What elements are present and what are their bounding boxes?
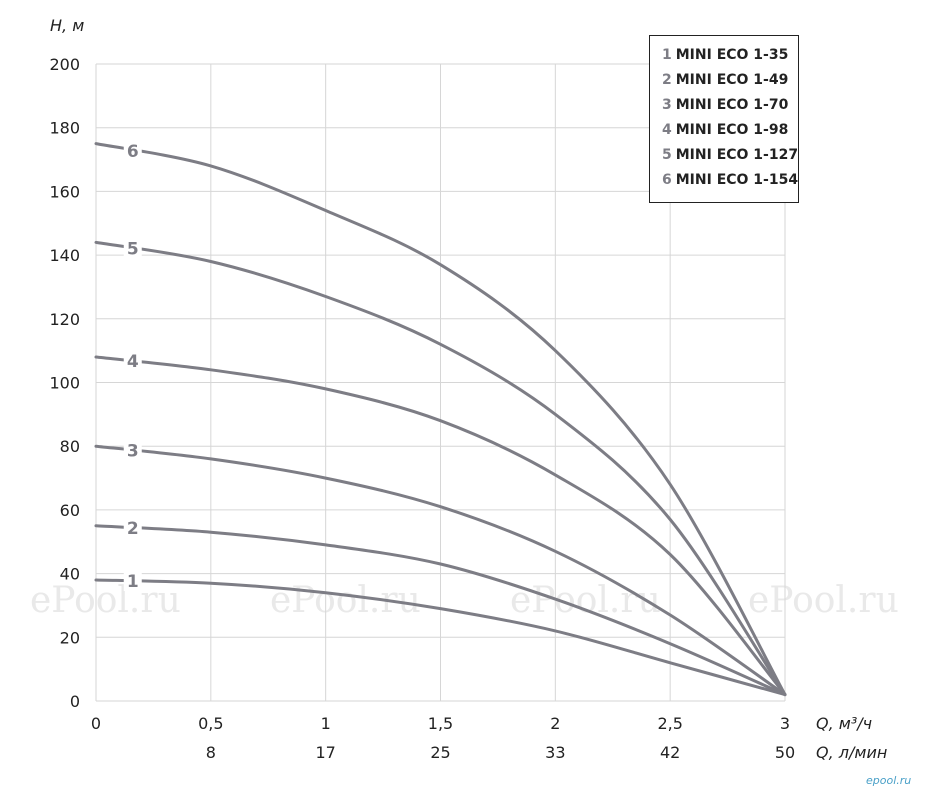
curve-number-label: 4 <box>127 352 139 372</box>
legend-item-number: 1 <box>662 47 672 63</box>
performance-curve-2 <box>94 524 787 697</box>
legend-item-number: 6 <box>662 172 672 188</box>
watermark-text: ePool.ru <box>748 580 899 621</box>
legend-item-name: MINI ECO 1-49 <box>675 72 789 88</box>
x-tick-label: 2,5 <box>657 714 682 733</box>
legend-item-number: 3 <box>662 97 672 113</box>
legend-item-number: 5 <box>662 147 672 163</box>
legend-item: 1 MINI ECO 1-35 <box>662 43 798 68</box>
watermark-text: ePool.ru <box>510 580 661 621</box>
y-tick-label: 180 <box>49 119 80 138</box>
y-tick-label: 80 <box>60 437 80 456</box>
legend-item: 6 MINI ECO 1-154 <box>662 168 798 193</box>
y-tick-label: 20 <box>60 628 80 647</box>
x2-tick-label: 8 <box>206 743 216 762</box>
y-tick-label: 0 <box>70 692 80 711</box>
watermark-layer: ePool.ru ePool.ru ePool.ru ePool.ru <box>30 580 899 621</box>
x2-tick-label: 33 <box>545 743 565 762</box>
legend-item: 2 MINI ECO 1-49 <box>662 68 798 93</box>
y-tick-label: 60 <box>60 501 80 520</box>
y-axis-title: H, м <box>50 16 84 35</box>
x-tick-label: 2 <box>550 714 560 733</box>
curve-label-bg <box>123 139 142 161</box>
legend-item-name: MINI ECO 1-154 <box>675 172 799 188</box>
x2-tick-label: 25 <box>430 743 450 762</box>
x-tick-label: 1,5 <box>428 714 453 733</box>
curve-label-bg <box>123 439 142 461</box>
x2-tick-label: 50 <box>775 743 795 762</box>
curve-label-bg <box>123 516 142 538</box>
y-tick-label: 140 <box>49 246 80 265</box>
legend-item-number: 2 <box>662 72 672 88</box>
legend-item: 5 MINI ECO 1-127 <box>662 143 798 168</box>
curve-number-label: 1 <box>127 572 139 592</box>
x-axis-title: Q, м³/ч <box>816 714 872 733</box>
legend-item: 4 MINI ECO 1-98 <box>662 118 798 143</box>
curve-label-bg <box>123 569 142 591</box>
corner-watermark: epool.ru <box>866 774 911 787</box>
curve-layer: 1 2 3 4 5 6 <box>94 139 787 697</box>
curve-number-label: 6 <box>127 142 139 162</box>
legend-item-name: MINI ECO 1-70 <box>675 97 789 113</box>
x-tick-label: 0 <box>91 714 101 733</box>
performance-curve-5 <box>94 240 787 697</box>
performance-curve-6 <box>94 142 787 697</box>
chart-legend: 1 MINI ECO 1-35 2 MINI ECO 1-49 3 MINI ECO 1-… <box>649 35 799 203</box>
curve-number-label: 5 <box>127 239 139 259</box>
legend-item: 3 MINI ECO 1-70 <box>662 93 798 118</box>
legend-item-number: 4 <box>662 122 672 138</box>
legend-item-name: MINI ECO 1-98 <box>675 122 789 138</box>
x2-tick-label: 42 <box>660 743 680 762</box>
watermark-text: ePool.ru <box>30 580 181 621</box>
curve-label-bg <box>123 237 142 259</box>
x2-axis-title: Q, л/мин <box>816 743 887 762</box>
x-tick-label: 0,5 <box>198 714 223 733</box>
y-tick-label: 160 <box>49 182 80 201</box>
x2-tick-label: 17 <box>315 743 335 762</box>
curve-number-label: 3 <box>127 441 139 461</box>
performance-curve-4 <box>94 355 787 697</box>
y-tick-label: 40 <box>60 565 80 584</box>
performance-curve-1 <box>94 578 787 697</box>
curve-number-label: 2 <box>127 519 139 539</box>
y-tick-label: 120 <box>49 310 80 329</box>
y-tick-label: 100 <box>49 374 80 393</box>
legend-item-name: MINI ECO 1-127 <box>675 147 799 163</box>
y-tick-label: 200 <box>49 55 80 74</box>
legend-item-name: MINI ECO 1-35 <box>675 47 789 63</box>
curve-label-bg <box>123 350 142 372</box>
performance-curve-3 <box>94 444 787 697</box>
x-tick-label: 1 <box>321 714 331 733</box>
watermark-text: ePool.ru <box>270 580 421 621</box>
x-tick-label: 3 <box>780 714 790 733</box>
tick-layer: 0 20 40 60 80 100 120 140 160 180 200 0 0,5 1 1,5 2 2,5 3… <box>49 55 795 762</box>
